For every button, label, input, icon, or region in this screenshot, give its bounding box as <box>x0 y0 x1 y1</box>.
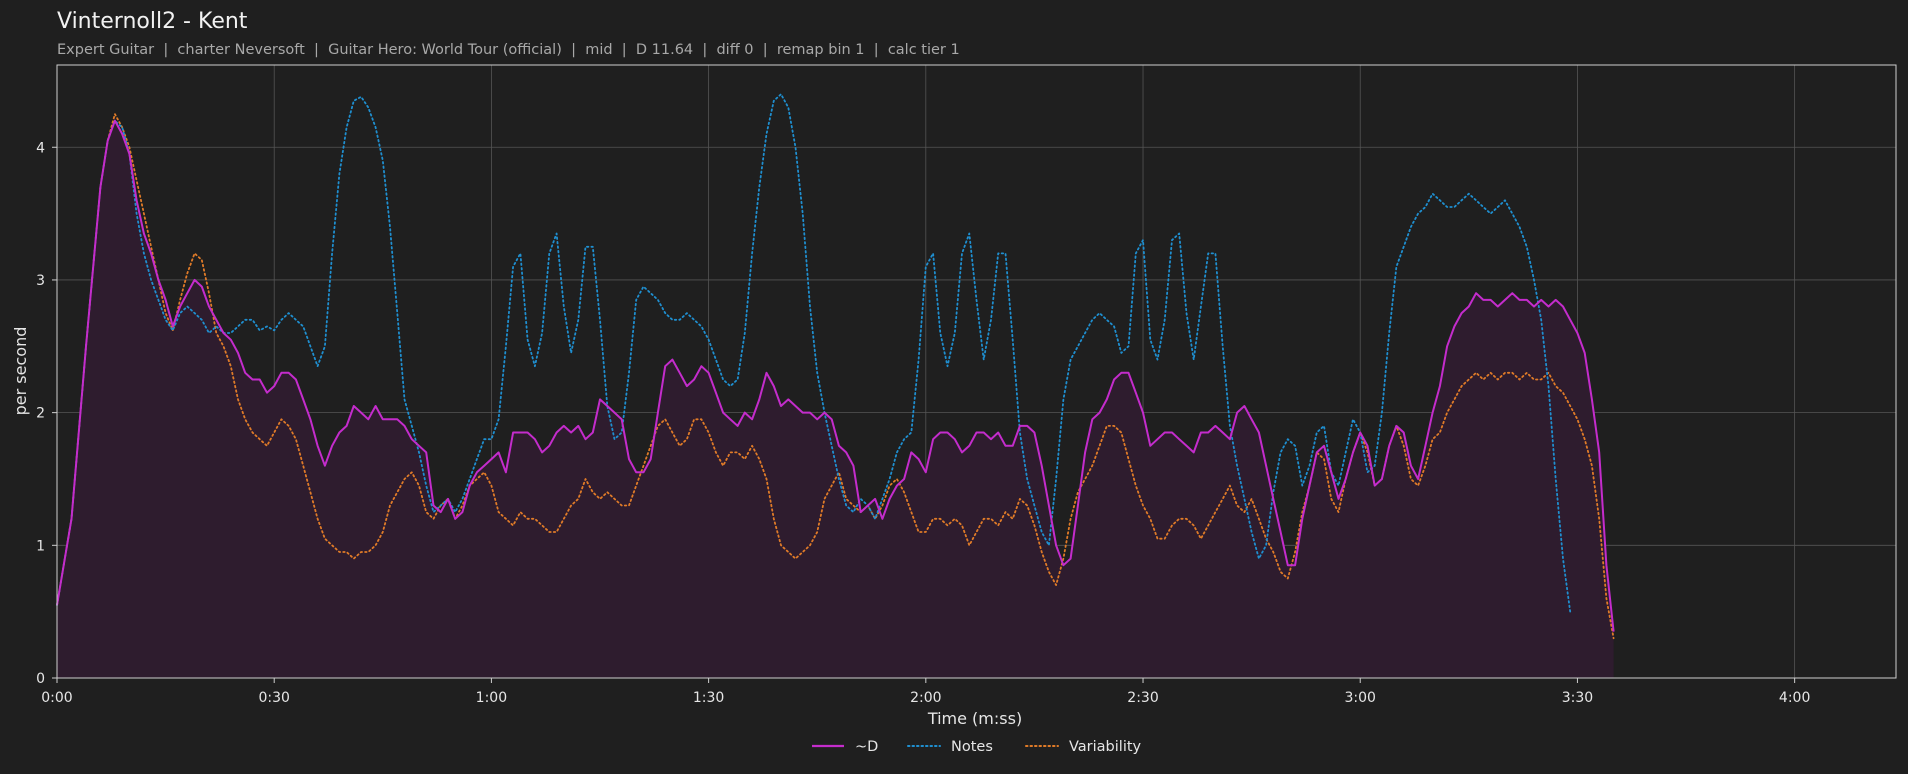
legend: ~D Notes Variability <box>812 739 1142 755</box>
series-line-dd <box>56 119 1615 632</box>
legend-label: Notes <box>951 739 993 755</box>
chart-title: Vinternoll2 - Kent <box>57 9 248 34</box>
axis-ticks: 0:00 0:30 1:00 1:30 2:00 2:30 3:00 3:30 4:00 0 1 2 3… <box>36 140 1810 706</box>
y-axis-label: per second <box>11 327 30 416</box>
x-tick-label: 2:00 <box>910 690 941 706</box>
x-tick-label: 1:00 <box>476 690 507 706</box>
x-tick-label: 2:30 <box>1127 690 1158 706</box>
x-tick-label: 1:30 <box>693 690 724 706</box>
legend-label: ~D <box>855 739 878 755</box>
series-area-fill <box>57 120 1614 678</box>
y-tick-label: 4 <box>36 140 45 156</box>
x-tick-label: 0:00 <box>41 690 72 706</box>
series-area <box>57 120 1614 678</box>
plot-frame <box>56 64 1897 679</box>
x-tick-label: 3:00 <box>1345 690 1376 706</box>
x-tick-label: 4:00 <box>1779 690 1810 706</box>
x-axis-label: Time (m:ss) <box>927 709 1022 728</box>
y-tick-label: 3 <box>36 273 45 289</box>
x-tick-label: 0:30 <box>258 690 289 706</box>
y-tick-label: 0 <box>36 671 45 687</box>
x-tick-label: 3:30 <box>1562 690 1593 706</box>
legend-label: Variability <box>1069 739 1142 755</box>
series-lines <box>56 93 1615 640</box>
chart-subtitle: Expert Guitar | charter Neversoft | Guit… <box>57 42 960 58</box>
y-tick-label: 1 <box>36 538 45 554</box>
y-tick-label: 2 <box>36 406 45 422</box>
